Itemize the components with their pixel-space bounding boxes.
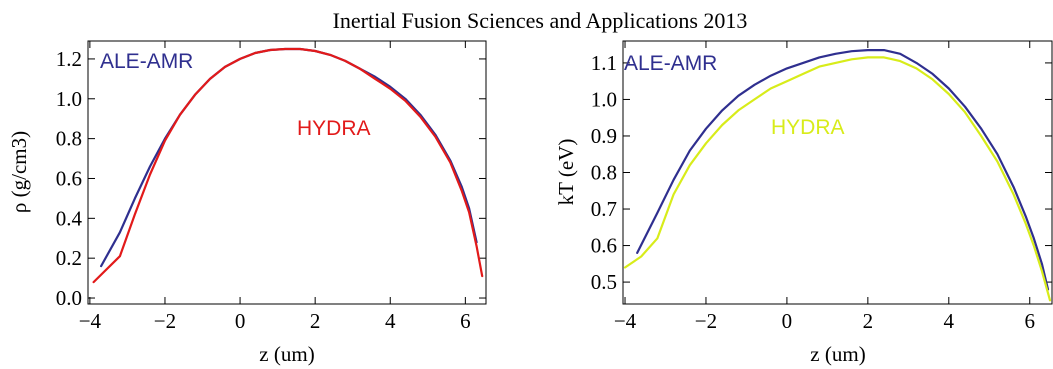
density-x-tick-label: 2 — [310, 309, 321, 333]
density-y-tick-label: 0.4 — [56, 206, 83, 230]
temperature-y-tick-label: 0.8 — [591, 161, 617, 185]
temperature-y-tick-label: 0.6 — [591, 234, 617, 258]
density-y-tick-label: 0.0 — [56, 286, 82, 310]
density-chart: −4 −2 0 2 4 6 0.0 0.2 0.4 0.6 0.8 1.0 1.2 ALE-AMR H… — [7, 40, 487, 366]
temperature-y-tick-label: 1.0 — [591, 87, 617, 111]
density-y-tick-label: 1.2 — [56, 47, 82, 71]
temperature-ale-amr-label: ALE-AMR — [624, 52, 717, 75]
density-x-axis-label: z (um) — [259, 342, 314, 366]
density-x-ticks: −4 −2 0 2 4 6 — [79, 41, 471, 333]
temperature-y-tick-label: 0.5 — [591, 270, 617, 294]
temperature-x-tick-label: −4 — [614, 309, 637, 333]
density-hydra-label: HYDRA — [297, 117, 371, 140]
temperature-x-tick-label: 6 — [1024, 309, 1035, 333]
density-x-tick-label: 0 — [235, 309, 246, 333]
density-series-lines — [92, 47, 484, 284]
density-x-tick-label: −4 — [79, 309, 102, 333]
temperature-ale-amr-line — [636, 48, 1050, 291]
density-y-ticks: 0.0 0.2 0.4 0.6 0.8 1.0 1.2 — [56, 47, 486, 310]
temperature-chart: −4 −2 0 2 4 6 0.5 0.6 0.7 0.8 0.9 1.0 1.1 ALE-AMR H… — [554, 40, 1053, 366]
temperature-plot-frame — [622, 40, 1053, 305]
temperature-y-tick-label: 0.9 — [591, 124, 617, 148]
temperature-x-tick-label: 2 — [863, 309, 874, 333]
temperature-hydra-label: HYDRA — [771, 116, 845, 139]
temperature-y-axis-label: kT (eV) — [554, 139, 578, 206]
temperature-x-tick-label: 4 — [944, 309, 955, 333]
temperature-x-ticks: −4 −2 0 2 4 6 — [614, 41, 1035, 333]
temperature-y-ticks: 0.5 0.6 0.7 0.8 0.9 1.0 1.1 — [591, 51, 1052, 294]
density-hydra-line — [92, 47, 484, 284]
temperature-x-tick-label: −2 — [695, 309, 717, 333]
density-x-tick-label: 6 — [460, 309, 471, 333]
temperature-x-axis-label: z (um) — [810, 342, 865, 366]
temperature-x-tick-label: 0 — [782, 309, 793, 333]
temperature-hydra-line — [623, 56, 1052, 302]
temperature-y-tick-label: 1.1 — [591, 51, 617, 75]
density-ale-amr-label: ALE-AMR — [100, 50, 193, 73]
density-y-axis-label: ρ (g/cm3) — [7, 131, 31, 213]
density-y-tick-label: 0.8 — [56, 127, 82, 151]
temperature-series-lines — [623, 48, 1052, 302]
density-y-tick-label: 0.6 — [56, 166, 82, 190]
density-plot-frame — [87, 40, 487, 305]
temperature-y-tick-label: 0.7 — [591, 197, 617, 221]
density-y-tick-label: 1.0 — [56, 87, 82, 111]
density-x-tick-label: 4 — [385, 309, 396, 333]
figure-title: Inertial Fusion Sciences and Application… — [333, 8, 748, 33]
density-y-tick-label: 0.2 — [56, 246, 82, 270]
density-x-tick-label: −2 — [154, 309, 176, 333]
